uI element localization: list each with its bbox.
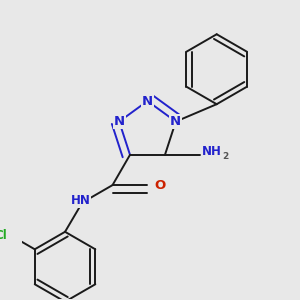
Text: N: N — [170, 115, 181, 128]
Text: 2: 2 — [222, 152, 228, 161]
Text: NH: NH — [202, 145, 222, 158]
Text: N: N — [142, 94, 153, 107]
Text: HN: HN — [70, 194, 90, 207]
Text: Cl: Cl — [0, 229, 7, 242]
Text: N: N — [114, 115, 125, 128]
Text: O: O — [154, 178, 166, 192]
